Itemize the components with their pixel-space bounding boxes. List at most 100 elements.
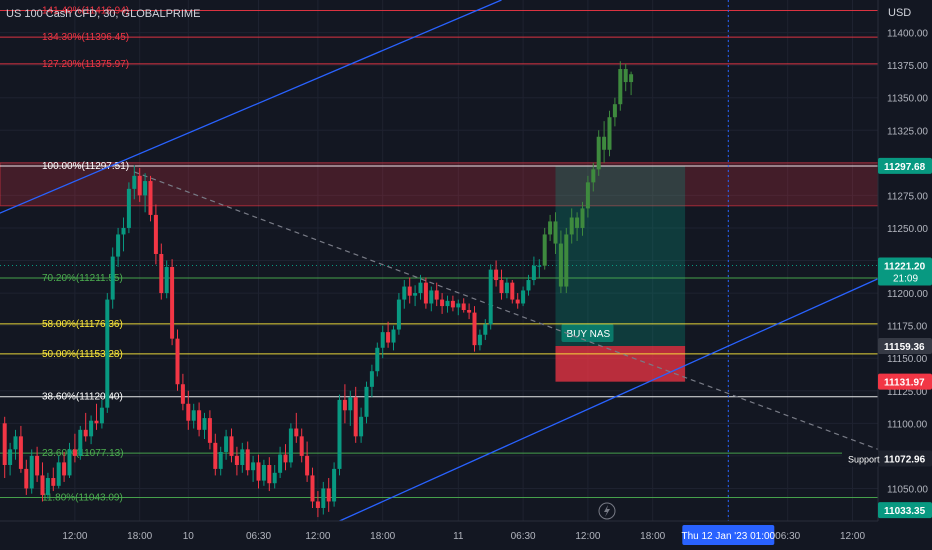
- time-tick-label: 10: [183, 531, 195, 542]
- time-tick-label: 12:00: [62, 531, 87, 542]
- price-tick-label: 11125.00: [887, 387, 928, 398]
- time-tick-label: 06:30: [246, 531, 271, 542]
- price-badge-label: 11221.20: [884, 261, 926, 272]
- descending-trendline: [134, 171, 879, 450]
- candle-body: [504, 282, 509, 294]
- price-badge-label: 11033.35: [884, 506, 926, 517]
- projection-body: [548, 221, 553, 235]
- candle-body: [342, 399, 347, 411]
- candle-body: [267, 464, 272, 484]
- price-badge: [878, 502, 932, 519]
- candle-body: [294, 428, 299, 437]
- price-tick-label: 11400.00: [887, 29, 928, 40]
- candle-body: [186, 403, 191, 421]
- candle-body: [121, 227, 126, 235]
- time-tick-label: 06:30: [511, 531, 536, 542]
- candle-body: [197, 410, 202, 430]
- candle-body: [240, 449, 245, 465]
- candle-body: [326, 488, 331, 502]
- candle-body: [180, 384, 185, 404]
- time-tick-label: 12:00: [840, 531, 865, 542]
- candle-body: [488, 269, 493, 325]
- projection-body: [596, 136, 601, 170]
- candle-body: [369, 371, 374, 387]
- candle-body: [515, 299, 520, 304]
- fib-label: 50.00%(11153.28): [42, 349, 123, 360]
- candle-body: [213, 442, 218, 469]
- price-tick-label: 11325.00: [887, 126, 928, 137]
- candle-body: [78, 429, 83, 456]
- candle-body: [332, 468, 337, 502]
- currency-label: USD: [888, 7, 912, 19]
- channel-lower-line: [339, 278, 879, 522]
- price-tick-label: 11150.00: [887, 354, 928, 365]
- candle-body: [483, 324, 488, 335]
- price-tick-label: 11100.00: [887, 419, 928, 430]
- candle-body: [375, 347, 380, 372]
- candle-body: [348, 397, 353, 411]
- candle-body: [2, 423, 7, 465]
- candle-body: [510, 282, 515, 300]
- candle-body: [359, 416, 364, 437]
- price-tick-label: 11050.00: [887, 484, 928, 495]
- candle-body: [218, 451, 223, 469]
- candle-body: [305, 455, 310, 476]
- candle-body: [413, 293, 418, 296]
- candle-body: [132, 175, 137, 189]
- projection-body: [612, 104, 617, 118]
- candle-body: [353, 397, 358, 437]
- price-badge: [878, 257, 932, 286]
- candle-body: [391, 329, 396, 343]
- candle-body: [83, 429, 88, 437]
- candle-body: [386, 332, 391, 343]
- time-tick-label: 12:00: [575, 531, 600, 542]
- channel-upper-line: [0, 0, 502, 214]
- candle-body: [56, 462, 61, 486]
- price-tick-label: 11375.00: [887, 61, 928, 72]
- candle-body: [13, 436, 18, 450]
- candle-body: [477, 334, 482, 346]
- time-tick-label: 18:00: [370, 531, 395, 542]
- fib-label: 70.20%(11211.55): [42, 273, 123, 284]
- candle-body: [62, 462, 67, 476]
- projection-body: [569, 217, 574, 235]
- candle-body: [434, 290, 439, 300]
- candle-body: [148, 181, 153, 215]
- position-label: BUY NAS: [567, 329, 611, 340]
- candle-body: [261, 464, 266, 481]
- candle-body: [321, 488, 326, 508]
- candle-body: [440, 299, 445, 307]
- candle-body: [396, 299, 401, 330]
- candle-body: [24, 468, 29, 489]
- candle-body: [364, 386, 369, 417]
- fib-label: 38.60%(11120.40): [42, 392, 123, 403]
- lightning-icon: [598, 502, 616, 520]
- fib-label: 141.40%(11416.94): [42, 5, 129, 16]
- candle-body: [288, 428, 293, 463]
- projection-body: [618, 69, 623, 105]
- candle-body: [402, 286, 407, 300]
- price-badge: [878, 157, 932, 174]
- candle-body: [224, 436, 229, 452]
- time-tick-label: 06:30: [775, 531, 800, 542]
- projection-body: [542, 234, 547, 266]
- candle-body: [272, 472, 277, 484]
- candle-body: [45, 478, 50, 495]
- fib-label: 23.60%(11077.13): [42, 448, 124, 459]
- price-badge: [878, 337, 932, 354]
- candle-body: [423, 282, 428, 304]
- candle-body: [299, 436, 304, 456]
- candle-body: [461, 303, 466, 310]
- candle-body: [170, 267, 175, 339]
- candle-body: [67, 449, 72, 476]
- price-tick-label: 11250.00: [887, 224, 928, 235]
- time-cursor-label: Thu 12 Jan '23 01:00: [681, 531, 775, 542]
- price-badge-label: 11297.68: [884, 162, 926, 173]
- candle-body: [278, 454, 283, 473]
- candle-body: [89, 420, 94, 437]
- candle-body: [35, 455, 40, 476]
- candle-body: [467, 309, 472, 313]
- candle-body: [164, 267, 169, 294]
- candle-body: [283, 454, 288, 463]
